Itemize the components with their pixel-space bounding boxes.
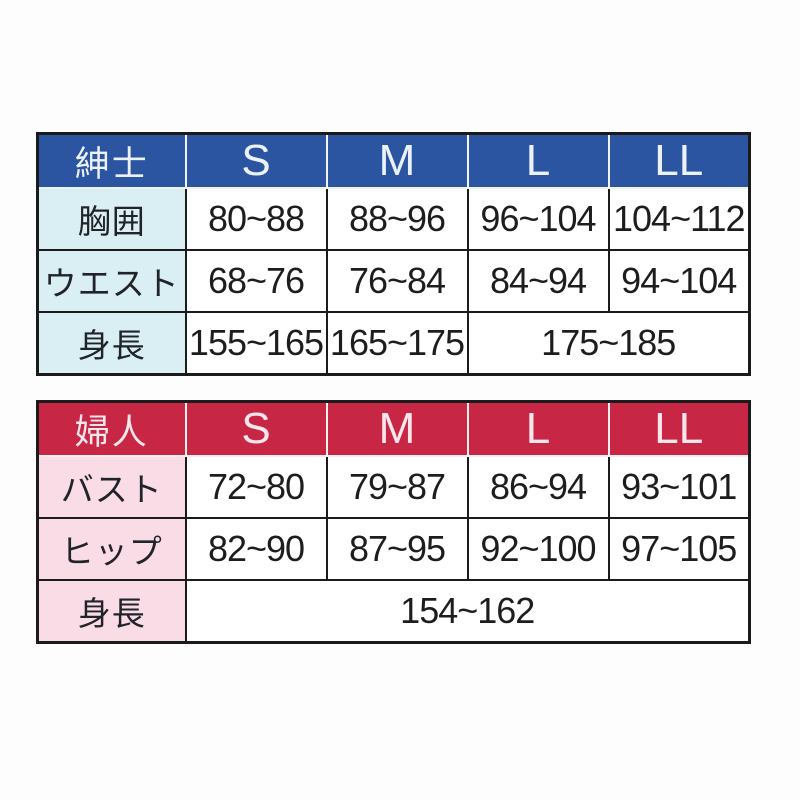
value-cell: 165~175 — [325, 311, 469, 376]
value-cell: 72~80 — [184, 455, 328, 519]
table-row: 身長 154~162 — [36, 579, 751, 644]
value-cell-merged: 175~185 — [466, 311, 751, 376]
table-row: 身長 155~165 165~175 175~185 — [36, 311, 751, 376]
value-cell: 79~87 — [325, 455, 469, 519]
value-cell: 84~94 — [466, 249, 610, 313]
size-column-header-ll: LL — [607, 132, 751, 189]
size-column-header-m: M — [325, 400, 469, 457]
table-header-row: 婦人 S M L LL — [36, 400, 751, 457]
table-row: 胸囲 80~88 88~96 96~104 104~112 — [36, 187, 751, 251]
value-cell: 88~96 — [325, 187, 469, 251]
value-cell: 155~165 — [184, 311, 328, 376]
size-column-header-ll: LL — [607, 400, 751, 457]
mens-size-table: 紳士 S M L LL 胸囲 80~88 88~96 96~104 104~11… — [36, 132, 751, 376]
mens-category-header: 紳士 — [36, 132, 187, 189]
row-label-chest: 胸囲 — [36, 187, 187, 251]
womens-category-header: 婦人 — [36, 400, 187, 457]
value-cell: 80~88 — [184, 187, 328, 251]
value-cell: 94~104 — [607, 249, 751, 313]
womens-size-table-wrap: 婦人 S M L LL バスト 72~80 79~87 86~94 93~101… — [36, 400, 751, 644]
size-column-header-s: S — [184, 132, 328, 189]
row-label-waist: ウエスト — [36, 249, 187, 313]
value-cell: 76~84 — [325, 249, 469, 313]
womens-size-table: 婦人 S M L LL バスト 72~80 79~87 86~94 93~101… — [36, 400, 751, 644]
value-cell-merged: 154~162 — [184, 579, 751, 644]
table-row: バスト 72~80 79~87 86~94 93~101 — [36, 455, 751, 519]
row-label-height: 身長 — [36, 311, 187, 376]
size-column-header-l: L — [466, 400, 610, 457]
row-label-bust: バスト — [36, 455, 187, 519]
value-cell: 82~90 — [184, 517, 328, 581]
size-column-header-m: M — [325, 132, 469, 189]
value-cell: 86~94 — [466, 455, 610, 519]
value-cell: 97~105 — [607, 517, 751, 581]
row-label-height: 身長 — [36, 579, 187, 644]
value-cell: 104~112 — [607, 187, 751, 251]
table-header-row: 紳士 S M L LL — [36, 132, 751, 189]
value-cell: 87~95 — [325, 517, 469, 581]
value-cell: 96~104 — [466, 187, 610, 251]
value-cell: 92~100 — [466, 517, 610, 581]
size-column-header-l: L — [466, 132, 610, 189]
mens-size-table-wrap: 紳士 S M L LL 胸囲 80~88 88~96 96~104 104~11… — [36, 132, 751, 376]
row-label-hip: ヒップ — [36, 517, 187, 581]
table-row: ウエスト 68~76 76~84 84~94 94~104 — [36, 249, 751, 313]
table-row: ヒップ 82~90 87~95 92~100 97~105 — [36, 517, 751, 581]
value-cell: 68~76 — [184, 249, 328, 313]
size-column-header-s: S — [184, 400, 328, 457]
value-cell: 93~101 — [607, 455, 751, 519]
